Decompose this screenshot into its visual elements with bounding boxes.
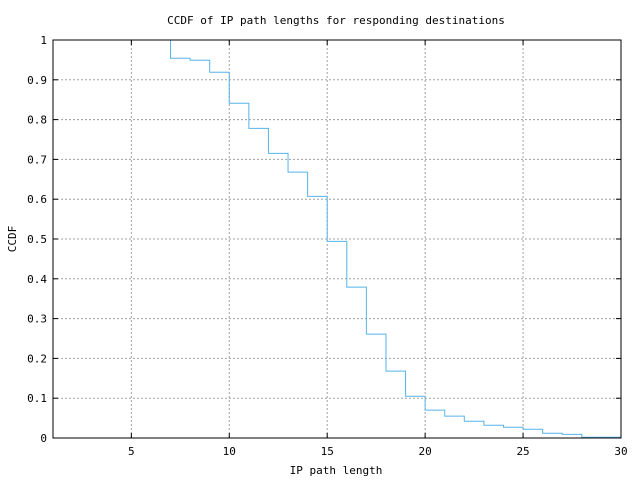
x-tick-label: 30 <box>614 445 627 458</box>
y-tick-label: 0.4 <box>27 273 47 286</box>
grid <box>53 40 621 438</box>
x-tick-label: 25 <box>516 445 529 458</box>
y-tick-label: 0.1 <box>27 392 47 405</box>
x-tick-label: 20 <box>419 445 432 458</box>
y-tick-label: 0.3 <box>27 313 47 326</box>
y-tick-label: 0.2 <box>27 352 47 365</box>
x-tick-label: 15 <box>321 445 334 458</box>
x-tick-label: 5 <box>128 445 135 458</box>
y-tick-label: 0.7 <box>27 153 47 166</box>
x-axis-label: IP path length <box>290 464 383 477</box>
ticks: 5 10 15 20 25 30 0 0.1 0.2 0.3 0.4 0.5 0.6 0.7 0.8 0.9 1 <box>27 34 628 458</box>
plot-frame <box>52 39 622 439</box>
ccdf-step-line <box>150 39 621 438</box>
chart-title: CCDF of IP path lengths for responding d… <box>167 14 505 27</box>
y-tick-label: 0.8 <box>27 114 47 127</box>
y-tick-label: 0.9 <box>27 74 47 87</box>
y-tick-label: 1 <box>40 34 47 47</box>
y-axis-label: CCDF <box>6 226 19 253</box>
y-tick-label: 0.5 <box>27 233 47 246</box>
x-tick-label: 10 <box>223 445 236 458</box>
y-tick-label: 0 <box>40 432 47 445</box>
y-tick-label: 0.6 <box>27 193 47 206</box>
